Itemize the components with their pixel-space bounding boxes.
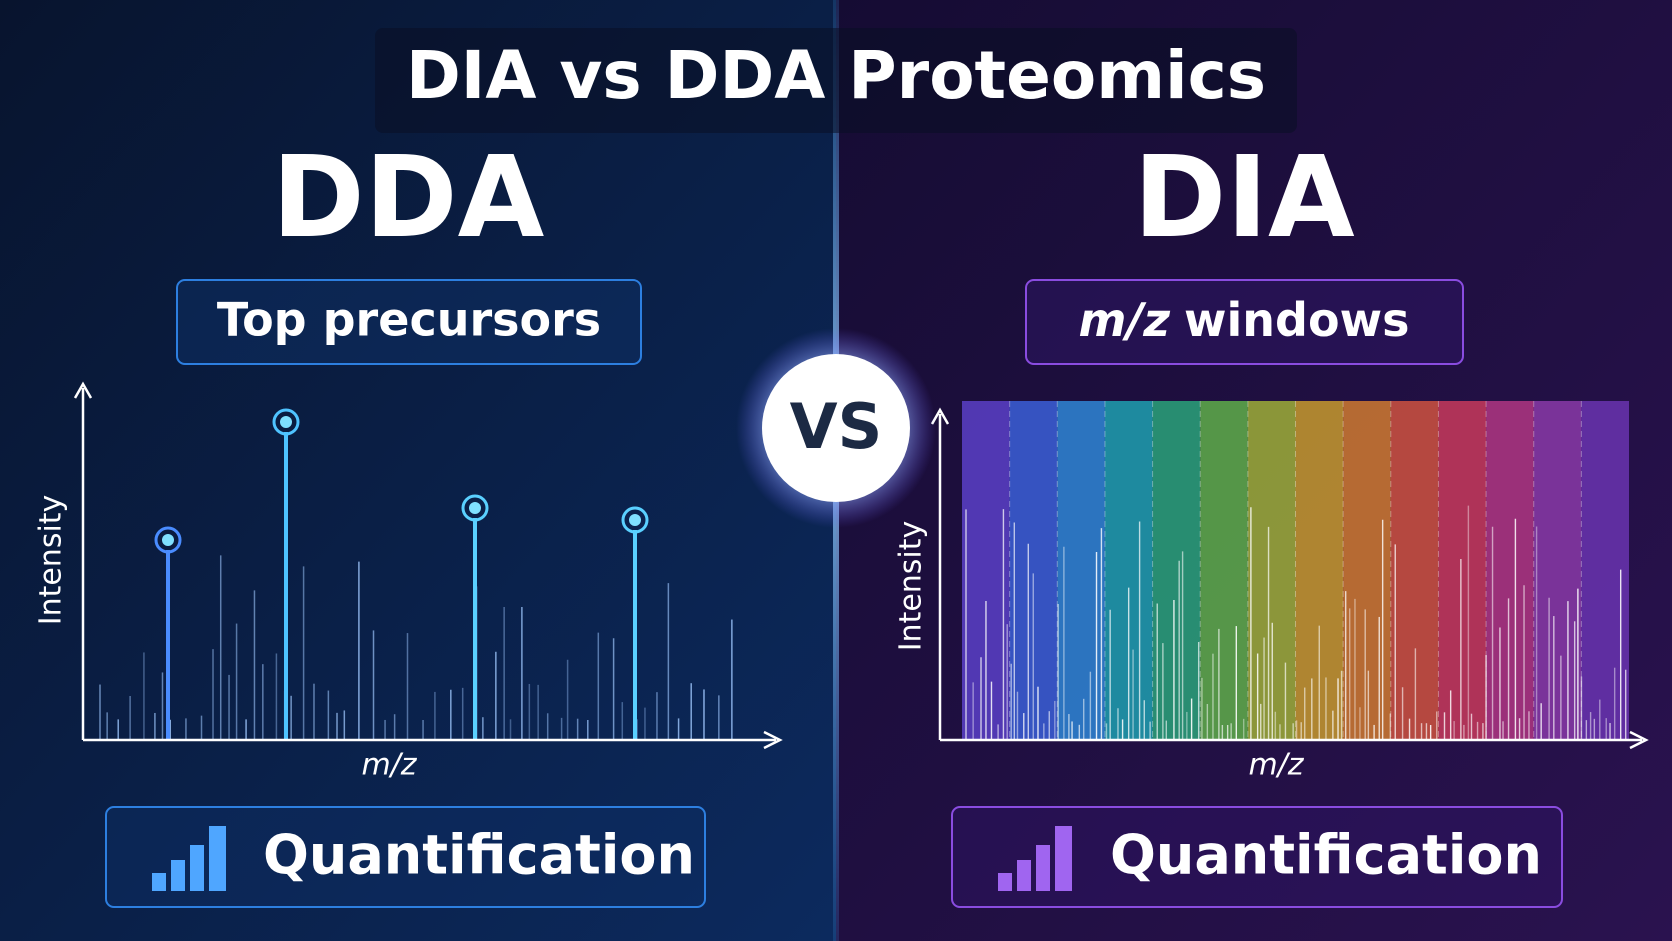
left-background [0,0,836,941]
window [1581,401,1629,740]
x-axis-label: m/z [1248,748,1304,783]
method-label-rest: windows [1184,293,1409,347]
heading: DDA [272,133,545,263]
y-axis-label: Intensity [894,521,929,652]
spectrum [99,408,733,740]
window [1533,401,1582,740]
title: DIA vs DDA Proteomics [406,37,1266,114]
window [1390,401,1439,740]
precursor-dot [162,534,174,546]
heading: DIA [1133,133,1355,263]
method-box [176,279,642,365]
method-label: m/z windows [1079,293,1410,347]
window [1200,401,1248,740]
axes [73,381,783,750]
footer-box [105,806,706,908]
method-label-italic: m/z [1079,293,1171,347]
y-axis-label: Intensity [34,495,69,626]
spectrum [965,505,1627,740]
axes [930,407,1649,750]
precursor-marker [461,494,489,522]
window [1009,401,1058,740]
precursor-marker [272,408,300,436]
bar-icon [152,826,226,891]
title-backdrop [375,28,1297,133]
vs-label: VS [790,390,883,463]
precursor-dot [629,514,641,526]
window [1152,401,1201,740]
window [1486,401,1534,740]
precursor-marker [621,506,649,534]
footer-label: Quantification [263,824,695,887]
bar-icon [998,826,1072,891]
window [1438,401,1487,740]
footer-box [951,806,1563,908]
mz-windows [962,401,1629,740]
precursor-dot [280,416,292,428]
footer-label: Quantification [1110,824,1542,887]
precursor-dot [469,502,481,514]
precursor-marker [154,526,182,554]
x-axis-label: m/z [361,748,417,783]
method-box [1025,279,1464,365]
method-label: Top precursors [217,293,601,347]
vs-badge [762,354,910,502]
